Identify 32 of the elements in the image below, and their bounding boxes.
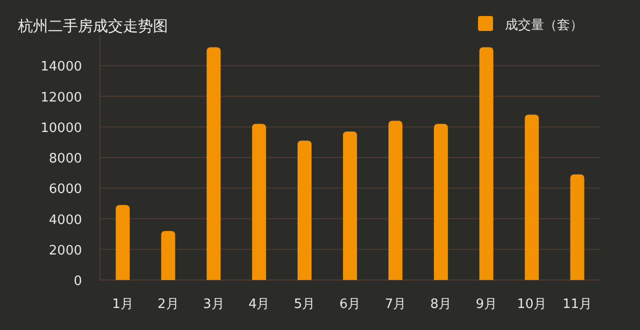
- bar: [388, 120, 402, 280]
- bar: [479, 47, 494, 280]
- bar: [116, 204, 130, 280]
- y-tick-label: 4000: [48, 212, 82, 228]
- x-tick-label: 2月: [158, 297, 179, 312]
- y-tick-label: 14000: [40, 60, 82, 75]
- y-tick-label: 8000: [48, 152, 82, 166]
- x-tick-label: 7月: [384, 297, 406, 312]
- x-tick-label: 5月: [294, 297, 316, 312]
- bar: [524, 114, 539, 280]
- chart-title: 杭州二手房成交走势图: [17, 17, 168, 35]
- x-tick-label: 3月: [202, 297, 224, 312]
- y-tick-label: 2000: [48, 243, 82, 258]
- y-tick-label: 6000: [48, 182, 82, 198]
- bar: [252, 124, 266, 280]
- x-tick-label: 9月: [476, 297, 498, 312]
- y-tick-label: 10000: [40, 120, 82, 136]
- y-tick-label: 12000: [40, 90, 82, 106]
- bar: [161, 231, 176, 280]
- x-tick-label: 8月: [430, 297, 452, 312]
- bar: [343, 131, 357, 280]
- x-tick-label: 1月: [112, 297, 134, 312]
- y-tick-label: 0: [74, 274, 82, 289]
- bar: [298, 140, 312, 280]
- x-tick-label: 10月: [517, 297, 547, 312]
- bar: [206, 47, 221, 280]
- legend-label: 成交量（套）: [505, 17, 583, 33]
- x-tick-label: 11月: [562, 297, 592, 312]
- bar: [434, 124, 448, 280]
- x-tick-label: 6月: [339, 297, 361, 312]
- bar: [570, 174, 584, 280]
- x-tick-label: 4月: [248, 297, 270, 312]
